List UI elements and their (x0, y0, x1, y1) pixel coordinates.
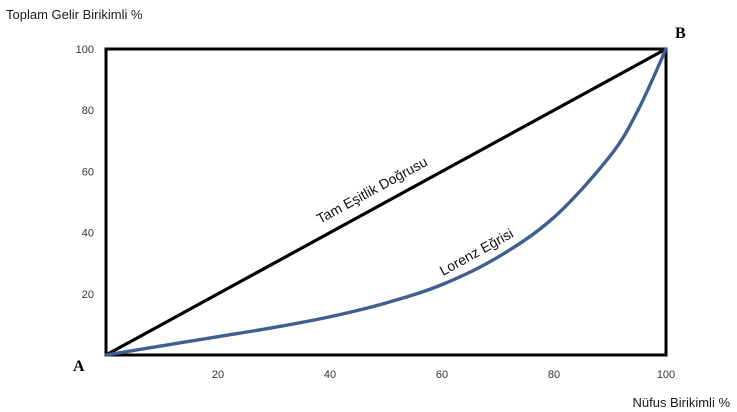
y-tick-label: 80 (82, 105, 94, 117)
lorenz-curve (104, 47, 668, 357)
equality-line (104, 47, 668, 357)
x-tick-label: 80 (548, 369, 560, 381)
x-tick-label: 20 (212, 369, 224, 381)
plot-frame (104, 47, 668, 357)
x-tick-label: 40 (324, 369, 336, 381)
x-tick-label: 100 (657, 369, 675, 381)
x-tick-labels: 20 40 60 80 100 (212, 369, 675, 381)
series-layer (104, 47, 668, 357)
y-tick-labels: 20 40 60 80 100 (76, 44, 94, 301)
corner-label-a: A (73, 358, 85, 375)
y-tick-label: 40 (82, 228, 94, 240)
corner-label-b: B (675, 25, 686, 42)
y-tick-label: 20 (82, 289, 94, 301)
x-axis-title: Nüfus Birikimli % (632, 395, 730, 410)
y-tick-label: 100 (76, 44, 94, 56)
series-label-equality: Tam Eşitlik Doğrusu (314, 153, 430, 226)
y-tick-label: 60 (82, 166, 94, 178)
y-axis-title: Toplam Gelir Birikimli % (6, 7, 143, 22)
x-tick-label: 60 (436, 369, 448, 381)
